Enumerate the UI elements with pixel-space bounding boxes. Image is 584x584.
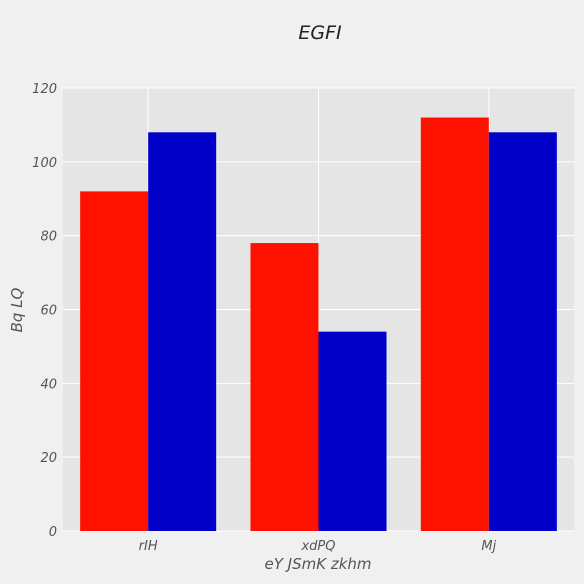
bar-series-1-Mj [420,117,489,532]
bar-series-2-Mj [488,132,557,532]
y-axis-label: Bq LQ [8,287,26,332]
x-tick-label: rIH [139,539,158,554]
y-tick-label: 80 [40,230,57,245]
x-axis-label: eY JSmK zkhm [265,555,372,573]
y-tick-label: 100 [32,156,57,171]
bars [80,117,557,532]
y-tick-label: 0 [49,525,57,540]
bar-series-2-rIH [148,132,217,532]
x-axis-ticks: rIH xdPQ Mj [139,539,497,554]
bar-series-1-xdPQ [250,243,319,532]
bar-series-2-xdPQ [318,331,387,531]
bar-series-1-rIH [80,191,149,531]
y-axis-ticks: 0 20 40 60 80 100 120 [32,82,57,540]
x-tick-label: Mj [481,539,496,554]
y-tick-label: 60 [40,304,57,319]
y-tick-label: 120 [32,82,57,97]
chart-title: EGFI [298,22,342,44]
y-tick-label: 40 [40,377,57,392]
y-tick-label: 20 [40,451,57,466]
x-tick-label: xdPQ [300,539,335,554]
